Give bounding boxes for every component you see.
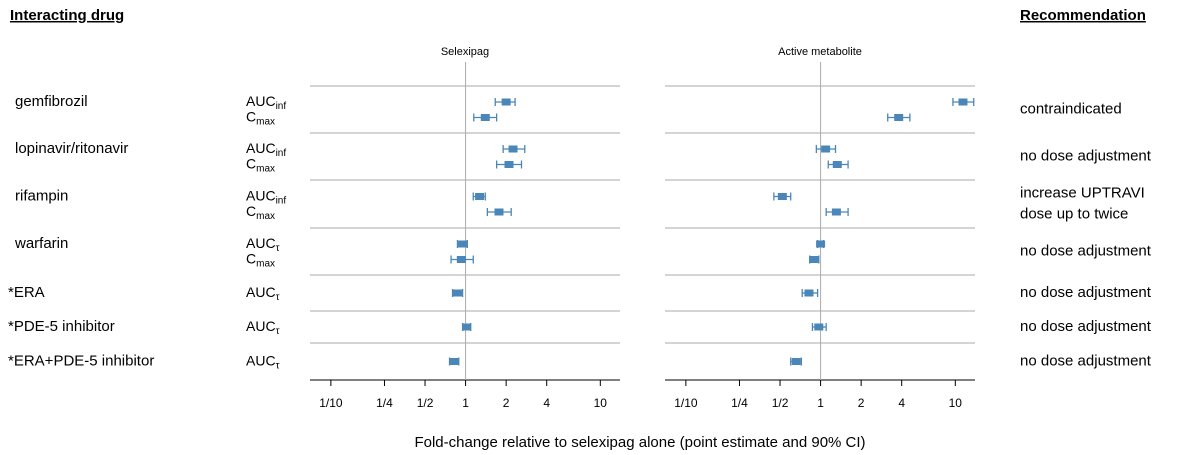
parameter-name: AUC <box>246 187 276 203</box>
parameter-label: AUCτ <box>246 352 280 371</box>
recommendation: no dose adjustment <box>1020 284 1152 301</box>
panel-title: Active metabolite <box>778 46 862 58</box>
recommendation: no dose adjustment <box>1020 242 1152 259</box>
point-estimate <box>501 98 511 106</box>
point-estimate <box>452 289 462 297</box>
point-estimate <box>475 193 485 200</box>
point-estimate <box>458 240 468 248</box>
parameter-name: AUC <box>246 284 276 300</box>
point-estimate <box>480 114 490 121</box>
parameter-subscript: inf <box>276 148 287 159</box>
parameter-label: AUCinf <box>246 187 286 206</box>
header-left: Interacting drug <box>10 7 124 24</box>
point-estimate <box>494 208 504 216</box>
point-estimate <box>777 193 787 200</box>
parameter-label: Cmax <box>246 203 275 222</box>
x-tick-label: 1 <box>462 396 469 410</box>
recommendation: no dose adjustment <box>1020 352 1152 369</box>
parameter-name: AUC <box>246 235 276 251</box>
drug-label: *ERA <box>8 284 45 301</box>
drug-label: *ERA+PDE-5 inhibitor <box>8 352 154 369</box>
parameter-subscript: max <box>256 163 275 174</box>
x-tick-label: 1/4 <box>376 396 393 410</box>
parameter-subscript: inf <box>276 195 287 206</box>
parameter-label: Cmax <box>246 250 275 269</box>
x-tick-label: 10 <box>594 396 608 410</box>
drug-label: *PDE-5 inhibitor <box>8 318 115 335</box>
x-tick-label: 1/4 <box>731 396 748 410</box>
recommendation: contraindicated <box>1020 100 1122 117</box>
x-tick-label: 1 <box>817 396 824 410</box>
parameter-name: AUC <box>246 318 276 334</box>
parameter-subscript: τ <box>276 360 280 371</box>
point-estimate <box>816 240 826 248</box>
parameter-subscript: max <box>256 258 275 269</box>
parameter-label: Cmax <box>246 155 275 174</box>
point-estimate <box>958 98 968 106</box>
parameter-subscript: inf <box>276 101 287 112</box>
x-axis-label: Fold-change relative to selexipag alone … <box>414 434 865 451</box>
point-estimate <box>814 323 824 331</box>
parameter-subscript: τ <box>276 326 280 337</box>
drug-label: warfarin <box>14 235 68 252</box>
x-tick-label: 2 <box>858 396 865 410</box>
parameter-label: AUCτ <box>246 318 280 337</box>
drug-label: gemfibrozil <box>15 93 88 110</box>
drug-label: rifampin <box>15 187 68 204</box>
point-estimate <box>809 256 819 263</box>
parameter-label: AUCτ <box>246 284 280 303</box>
x-tick-label: 10 <box>949 396 963 410</box>
parameter-label: AUCinf <box>246 93 286 112</box>
point-estimate <box>504 161 514 168</box>
drug-label: lopinavir/ritonavir <box>15 140 128 157</box>
point-estimate <box>832 161 842 168</box>
point-estimate <box>508 145 518 153</box>
panel-title: Selexipag <box>441 46 489 58</box>
x-tick-label: 4 <box>898 396 905 410</box>
parameter-subscript: τ <box>276 292 280 303</box>
parameter-label: Cmax <box>246 108 275 127</box>
x-tick-label: 1/10 <box>674 396 698 410</box>
recommendation: increase UPTRAVI <box>1020 184 1145 201</box>
parameter-subscript: max <box>256 116 275 127</box>
point-estimate <box>456 256 466 263</box>
parameter-name: AUC <box>246 93 276 109</box>
point-estimate <box>449 358 459 365</box>
recommendation: dose up to twice <box>1020 205 1128 222</box>
recommendation: no dose adjustment <box>1020 147 1152 164</box>
recommendation: no dose adjustment <box>1020 318 1152 335</box>
parameter-name: C <box>246 250 256 266</box>
point-estimate <box>894 114 904 121</box>
point-estimate <box>821 145 831 153</box>
parameter-label: AUCinf <box>246 140 286 159</box>
x-tick-label: 2 <box>503 396 510 410</box>
x-tick-label: 1/2 <box>772 396 789 410</box>
parameter-label: AUCτ <box>246 235 280 254</box>
x-tick-label: 4 <box>543 396 550 410</box>
point-estimate <box>462 323 472 331</box>
parameter-name: AUC <box>246 140 276 156</box>
parameter-subscript: max <box>256 211 275 222</box>
parameter-name: C <box>246 203 256 219</box>
x-tick-label: 1/10 <box>319 396 343 410</box>
header-right: Recommendation <box>1020 7 1146 24</box>
x-tick-label: 1/2 <box>417 396 434 410</box>
point-estimate <box>791 358 801 365</box>
point-estimate <box>804 289 814 297</box>
point-estimate <box>831 208 841 216</box>
parameter-name: AUC <box>246 352 276 368</box>
parameter-subscript: τ <box>276 243 280 254</box>
parameter-name: C <box>246 108 256 124</box>
parameter-name: C <box>246 155 256 171</box>
